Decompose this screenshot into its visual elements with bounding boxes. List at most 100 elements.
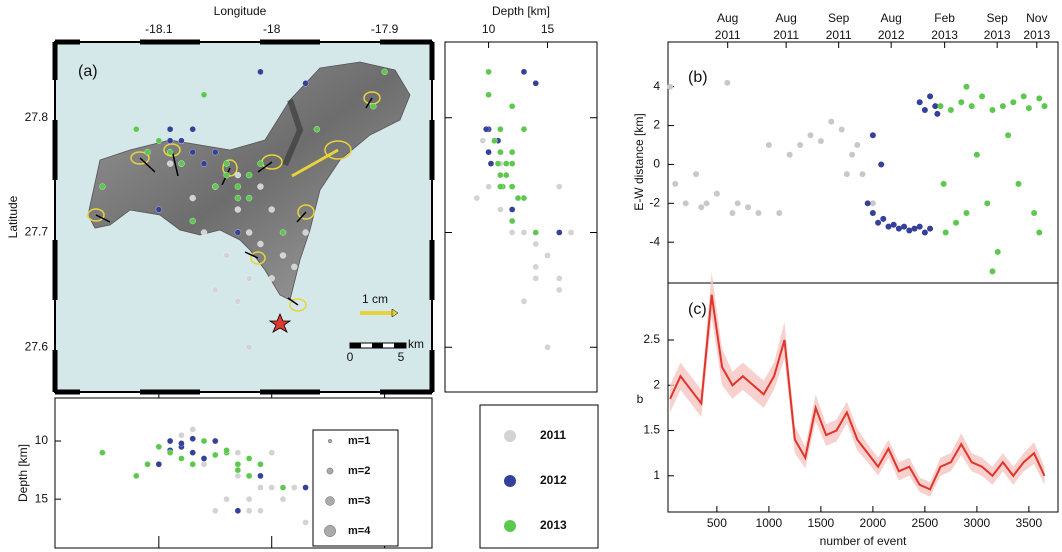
event-point	[1000, 103, 1006, 109]
event-point	[314, 126, 320, 132]
event-point	[870, 132, 876, 138]
event-point	[224, 496, 230, 502]
event-point	[303, 519, 309, 525]
event-point	[491, 138, 497, 144]
event-point	[969, 103, 975, 109]
event-point	[922, 107, 928, 113]
event-point	[291, 264, 297, 270]
event-point	[556, 229, 562, 235]
y-tick-label: 2	[653, 377, 660, 391]
size-marker	[324, 525, 335, 536]
event-point	[1026, 105, 1032, 111]
event-point	[190, 426, 196, 432]
event-point	[667, 84, 673, 90]
event-point	[941, 181, 947, 187]
scale-label: 0	[347, 350, 354, 364]
event-point	[167, 450, 173, 456]
event-point	[246, 496, 252, 502]
event-point	[99, 450, 105, 456]
event-point	[844, 171, 850, 177]
event-point	[145, 149, 151, 155]
event-point	[201, 161, 207, 167]
event-point	[246, 508, 252, 514]
event-point	[167, 126, 173, 132]
event-point	[480, 138, 486, 144]
event-point	[497, 126, 503, 132]
event-point	[989, 107, 995, 113]
event-point	[246, 344, 252, 350]
event-point	[937, 103, 943, 109]
event-point	[497, 184, 503, 190]
y-axis-title: b	[637, 392, 644, 406]
event-point	[235, 207, 241, 213]
event-point	[509, 149, 515, 155]
event-point	[201, 229, 207, 235]
event-point	[927, 226, 933, 232]
event-point	[776, 210, 782, 216]
event-point	[521, 298, 527, 304]
x2-tick-label: Aug 2011	[764, 10, 808, 44]
y-tick-label: 2	[653, 118, 660, 132]
event-point	[212, 287, 218, 293]
event-point	[257, 241, 263, 247]
event-point	[156, 207, 162, 213]
event-point	[133, 126, 139, 132]
event-point	[474, 195, 480, 201]
event-point	[483, 126, 489, 132]
event-point	[133, 473, 139, 479]
event-point	[257, 461, 263, 467]
x2-tick-label: Sep 2011	[817, 10, 861, 44]
event-point	[178, 440, 184, 446]
event-point	[922, 229, 928, 235]
event-point	[556, 275, 562, 281]
event-point	[989, 268, 995, 274]
event-point	[568, 229, 574, 235]
x-tick-label: 2500	[912, 516, 939, 530]
y-tick-label: 2.5	[643, 332, 660, 346]
event-point	[235, 172, 241, 178]
x-tick-label: 3000	[964, 516, 991, 530]
event-point	[963, 84, 969, 90]
event-point	[235, 298, 241, 304]
event-point	[911, 226, 917, 232]
depth-tick-label: 15	[541, 22, 555, 36]
size-marker	[328, 439, 332, 443]
event-point	[878, 161, 884, 167]
event-point	[995, 249, 1001, 255]
event-point	[370, 103, 376, 109]
event-point	[257, 69, 263, 75]
panel-label: (b)	[688, 69, 708, 86]
scale-label: 5	[398, 350, 405, 364]
event-point	[703, 200, 709, 206]
event-point	[167, 438, 173, 444]
event-point	[235, 461, 241, 467]
event-point	[556, 287, 562, 293]
depth-tick-label: 15	[35, 491, 49, 505]
x2-tick-label: Feb 2013	[923, 10, 967, 44]
event-point	[486, 69, 492, 75]
event-point	[533, 229, 539, 235]
x-axis-title: number of event	[820, 534, 907, 548]
legend-label: 2013	[540, 518, 567, 532]
event-point	[885, 224, 891, 230]
event-point	[509, 229, 515, 235]
event-point	[190, 436, 196, 442]
event-point	[246, 455, 252, 461]
event-point	[235, 195, 241, 201]
event-point	[167, 149, 173, 155]
y-tick-label: -4	[649, 234, 660, 248]
year-legend	[480, 405, 598, 548]
b-value-line	[670, 295, 1044, 490]
size-label: m=2	[348, 465, 370, 477]
depth-tick-label: 10	[35, 433, 49, 447]
event-point	[212, 184, 218, 190]
legend-marker	[504, 475, 516, 487]
event-point	[257, 184, 263, 190]
x-tick-label: 500	[707, 516, 727, 530]
event-point	[787, 152, 793, 158]
event-point	[974, 152, 980, 158]
event-point	[948, 107, 954, 113]
event-point	[901, 224, 907, 230]
event-point	[224, 252, 230, 258]
y-tick-label: 1	[653, 468, 660, 482]
